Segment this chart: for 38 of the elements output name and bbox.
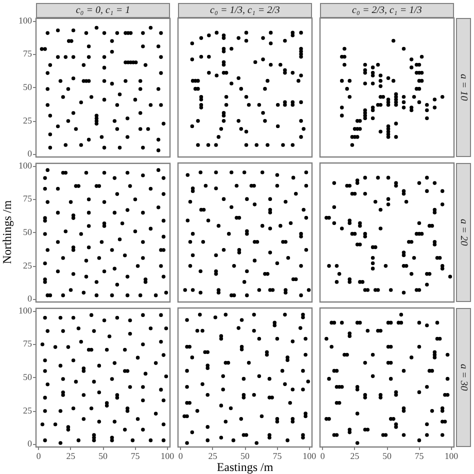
x-tick-label: 25 xyxy=(208,450,218,461)
y-tick-label: 25 xyxy=(23,260,32,270)
y-axis-title: Northings /m xyxy=(0,200,15,266)
y2-axis-title: a = 10 xyxy=(456,18,471,157)
x-tick-label: 75 xyxy=(272,450,282,461)
x-tick-label: 100 xyxy=(160,450,175,461)
x-tick-label: 75 xyxy=(414,450,424,461)
x-tick-label: 0 xyxy=(178,450,184,461)
y-tick-label: 100 xyxy=(18,305,32,316)
y-tick-label: 25 xyxy=(23,115,32,126)
y2-axis-title: a = 30 xyxy=(456,308,471,447)
chart-title: c₀ = 2/3, c₁ = 1/3 xyxy=(320,3,454,18)
y-tick-label: 50 xyxy=(23,227,32,238)
y-tick-label: 0 xyxy=(28,438,32,449)
y-tick-label: 0 xyxy=(28,148,32,159)
y-tick-label: 100 xyxy=(18,15,32,26)
y-tick-label: 100 xyxy=(18,160,32,170)
y-tick-label: 0 xyxy=(28,294,32,304)
y-tick-label: 25 xyxy=(23,405,32,416)
x-tick-label: 50 xyxy=(382,450,392,461)
x-tick-label: 0 xyxy=(320,450,326,461)
x-tick-label: 100 xyxy=(302,450,317,461)
chart-title: c₀ = 1/3, c₁ = 2/3 xyxy=(178,3,312,18)
x-tick-label: 0 xyxy=(36,450,42,461)
x-tick-label: 75 xyxy=(130,450,140,461)
chart-title: c₀ = 0, c₁ = 1 xyxy=(36,3,170,18)
x-tick-label: 25 xyxy=(350,450,360,461)
x-axis-title: Eastings /m xyxy=(216,460,274,474)
y-tick-label: 75 xyxy=(23,338,32,349)
x-tick-label: 50 xyxy=(240,450,250,461)
x-tick-label: 50 xyxy=(98,450,108,461)
y-tick-label: 75 xyxy=(23,48,32,59)
y-tick-label: 50 xyxy=(23,372,32,382)
y-tick-label: 75 xyxy=(23,194,32,204)
y2-axis-title: a = 20 xyxy=(456,163,471,302)
y-tick-label: 50 xyxy=(23,82,32,92)
x-tick-label: 100 xyxy=(444,450,459,461)
x-tick-label: 25 xyxy=(66,450,76,461)
